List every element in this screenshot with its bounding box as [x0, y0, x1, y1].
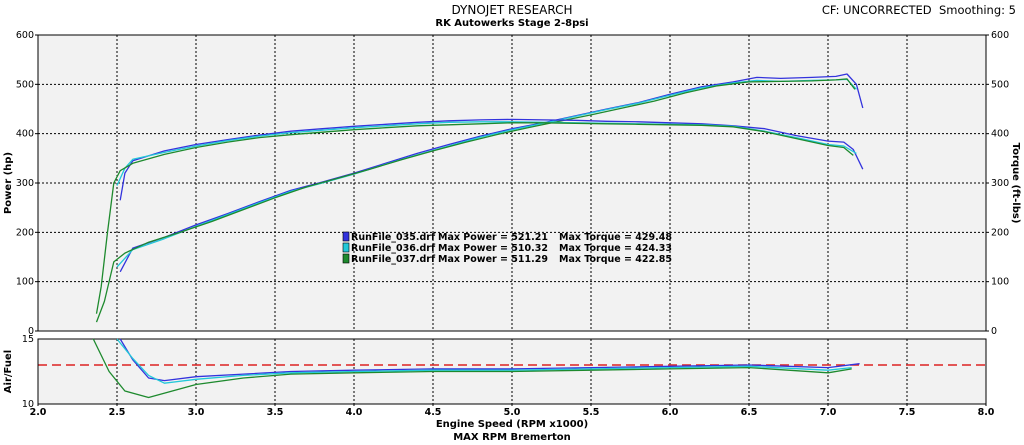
main-grid [38, 35, 986, 404]
x-tick-label: 3.5 [267, 407, 284, 418]
power-tick-label: 200 [16, 227, 34, 238]
x-tick-label: 5.5 [583, 407, 600, 418]
x-tick-label: 4.5 [425, 407, 442, 418]
afr-tick-label: 15 [22, 334, 34, 345]
run-036-afr-line [116, 338, 852, 384]
x-tick-label: 4.0 [346, 407, 363, 418]
legend-file: RunFile_035.drf [351, 232, 436, 243]
legend-swatch [342, 231, 350, 242]
torque-tick-label: 200 [991, 227, 1009, 238]
run-035-power-line [119, 73, 864, 273]
torque-tick-label: 400 [991, 129, 1009, 140]
power-tick-label: 500 [16, 79, 34, 90]
x-tick-label: 8.0 [978, 407, 995, 418]
x-tick-label: 7.5 [899, 407, 916, 418]
run-037-afr-line [92, 338, 852, 399]
x-axis-title: Engine Speed (RPM x1000) [436, 419, 588, 430]
torque-axis-title: Torque (ft-lbs) [1010, 143, 1021, 224]
correction-info: CF: UNCORRECTED Smoothing: 5 [822, 3, 1016, 17]
torque-tick-label: 0 [991, 326, 997, 337]
x-tick-label: 5.0 [504, 407, 521, 418]
run-035-torque-line [119, 118, 864, 201]
afr-axis-title: Air/Fuel [3, 350, 14, 393]
power-tick-label: 0 [28, 326, 34, 337]
torque-tick-label: 300 [991, 178, 1009, 189]
x-tick-label: 7.0 [820, 407, 837, 418]
legend-max-torque: Max Torque = 429.48 [559, 232, 672, 243]
torque-tick-label: 100 [991, 277, 1009, 288]
legend-swatch [342, 242, 350, 253]
legend-file: RunFile_036.drf [351, 243, 436, 254]
smoothing-label: Smoothing: 5 [938, 3, 1016, 17]
power-tick-label: 300 [16, 178, 34, 189]
legend-max-power: Max Power = 510.32 [438, 243, 548, 254]
legend-max-power: Max Power = 511.29 [438, 254, 548, 265]
location-label: MAX RPM Bremerton [453, 432, 571, 443]
x-tick-label: 2.5 [109, 407, 126, 418]
legend-max-power: Max Power = 521.21 [438, 232, 548, 243]
run-035-afr-line [119, 338, 860, 382]
legend-max-torque: Max Torque = 422.85 [559, 254, 672, 265]
chart-title: DYNOJET RESEARCH [451, 3, 573, 17]
x-tick-label: 2.0 [30, 407, 47, 418]
power-tick-label: 400 [16, 129, 34, 140]
run-037-torque-line [95, 122, 854, 314]
legend-file: RunFile_037.drf [351, 254, 436, 265]
run-037-power-line [95, 78, 856, 323]
legend: RunFile_035.drf Max Power = 521.21 Max Tor… [342, 231, 672, 265]
correction-factor-label: CF: UNCORRECTED [821, 3, 932, 17]
chart-subtitle: RK Autowerks Stage 2-8psi [435, 18, 589, 29]
torque-tick-label: 600 [991, 30, 1009, 41]
legend-swatch [342, 253, 350, 264]
afr-tick-label: 10 [22, 399, 34, 410]
torque-tick-label: 500 [991, 79, 1009, 90]
power-axis-title: Power (hp) [3, 152, 14, 214]
power-tick-label: 600 [16, 30, 34, 41]
x-tick-label: 6.5 [741, 407, 758, 418]
power-tick-label: 100 [16, 277, 34, 288]
legend-max-torque: Max Torque = 424.33 [559, 243, 672, 254]
x-tick-label: 3.0 [188, 407, 205, 418]
x-tick-label: 6.0 [662, 407, 679, 418]
